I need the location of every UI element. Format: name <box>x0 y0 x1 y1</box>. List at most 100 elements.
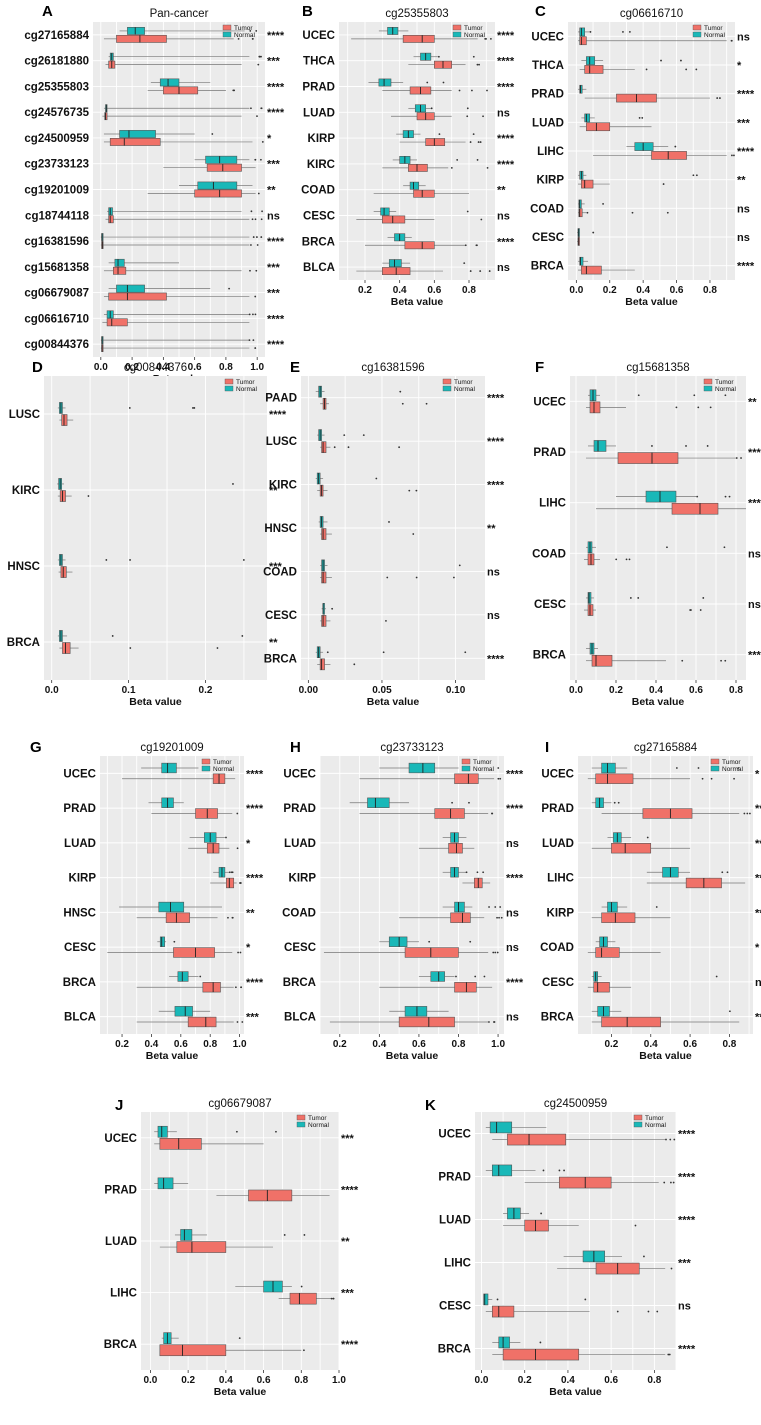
outlier-dot <box>255 269 258 272</box>
normal-box <box>578 27 631 37</box>
outlier-dot <box>749 812 751 815</box>
outlier-dot <box>332 1297 335 1300</box>
legend-label-normal: Normal <box>308 1122 330 1129</box>
normal-box <box>578 170 698 180</box>
legend-swatch-normal <box>461 765 471 772</box>
box <box>202 982 221 993</box>
normal-box <box>194 155 262 164</box>
legend-swatch-normal <box>452 31 462 38</box>
outlier-dot <box>428 940 431 943</box>
outlier-dot <box>496 951 499 954</box>
category-label: cg23733123 <box>24 159 89 171</box>
significance-label: **** <box>497 236 515 248</box>
normal-box <box>103 130 214 138</box>
outlier-dot <box>231 871 234 874</box>
legend-label-normal: Normal <box>704 32 726 39</box>
outlier-dot <box>232 89 235 92</box>
significance-label: ns <box>506 1012 519 1024</box>
panel-letter-a: A <box>42 3 53 20</box>
outlier-dot <box>235 1130 238 1133</box>
outlier-dot <box>672 1181 675 1184</box>
tumor-box <box>577 237 580 246</box>
box <box>611 843 652 854</box>
normal-box <box>591 971 718 982</box>
box <box>587 592 592 604</box>
normal-box <box>442 832 467 843</box>
outlier-dot <box>362 434 365 436</box>
box <box>402 34 435 43</box>
panel-letter-k: K <box>425 1097 436 1114</box>
outlier-dot <box>455 975 457 978</box>
normal-box <box>578 199 604 209</box>
box <box>591 654 613 667</box>
legend-label-normal: Normal <box>213 766 235 773</box>
significance-label: * <box>737 60 742 72</box>
outlier-dot <box>254 347 257 349</box>
category-label: COAD <box>282 907 316 919</box>
box <box>321 441 327 453</box>
significance-label: **** <box>487 393 505 405</box>
tumor-box <box>103 292 257 301</box>
box <box>106 318 128 327</box>
panel-title: cg06616710 <box>620 8 683 20</box>
outlier-dot <box>326 651 329 654</box>
tick-label: 0.8 <box>203 1039 217 1050</box>
outlier-dot <box>415 489 418 492</box>
significance-label: ** <box>755 838 761 850</box>
normal-box <box>103 104 263 113</box>
category-label: LUAD <box>284 838 316 850</box>
tumor-box <box>587 947 661 958</box>
significance-label: **** <box>678 1344 696 1356</box>
tick-label: 0.6 <box>188 362 202 373</box>
outlier-dot <box>485 37 487 40</box>
category-label: BRCA <box>302 236 335 248</box>
category-label: BRCA <box>63 977 96 989</box>
category-label: UCEC <box>531 31 564 43</box>
legend-label-normal: Normal <box>454 386 476 393</box>
significance-label: **** <box>267 313 285 325</box>
tick-label: 1.0 <box>332 1375 346 1386</box>
normal-box <box>119 27 258 35</box>
outlier-dot <box>477 141 480 143</box>
outlier-dot <box>697 767 700 769</box>
tumor-box <box>136 912 234 923</box>
outlier-dot <box>237 37 240 40</box>
outlier-dot <box>681 659 684 662</box>
tick-label: 0.6 <box>604 1375 618 1386</box>
normal-box <box>492 1336 542 1349</box>
significance-label: **** <box>737 146 755 158</box>
tumor-box <box>102 318 250 327</box>
panel-title: Pan-cancer <box>150 8 209 20</box>
panel-letter-j: J <box>115 1097 123 1114</box>
tumor-box <box>320 528 415 540</box>
tumor-box <box>578 265 635 275</box>
outlier-dot <box>488 1021 490 1023</box>
outlier-dot <box>343 434 346 436</box>
category-label: cg18744118 <box>25 210 90 222</box>
box <box>248 1189 293 1202</box>
category-label: cg15681358 <box>24 262 89 274</box>
box <box>195 808 218 819</box>
outlier-dot <box>260 218 263 221</box>
outlier-dot <box>656 1310 659 1313</box>
outlier-dot <box>105 559 108 561</box>
tumor-box <box>382 86 488 95</box>
outlier-dot <box>249 269 251 272</box>
outlier-dot <box>225 836 227 839</box>
tumor-box <box>147 86 236 95</box>
significance-label: * <box>267 133 272 145</box>
outlier-dot <box>469 270 472 272</box>
tick-label: 0.2 <box>358 285 372 296</box>
category-label: COAD <box>530 203 564 215</box>
outlier-dot <box>539 1341 542 1344</box>
box <box>205 155 238 164</box>
significance-label: **** <box>267 236 285 248</box>
significance-label: **** <box>246 803 264 815</box>
tumor-box <box>587 773 735 784</box>
normal-box <box>378 27 409 35</box>
outlier-dot <box>615 558 618 561</box>
significance-label: *** <box>678 1258 692 1270</box>
significance-label: *** <box>269 561 283 573</box>
outlier-dot <box>558 1169 561 1172</box>
